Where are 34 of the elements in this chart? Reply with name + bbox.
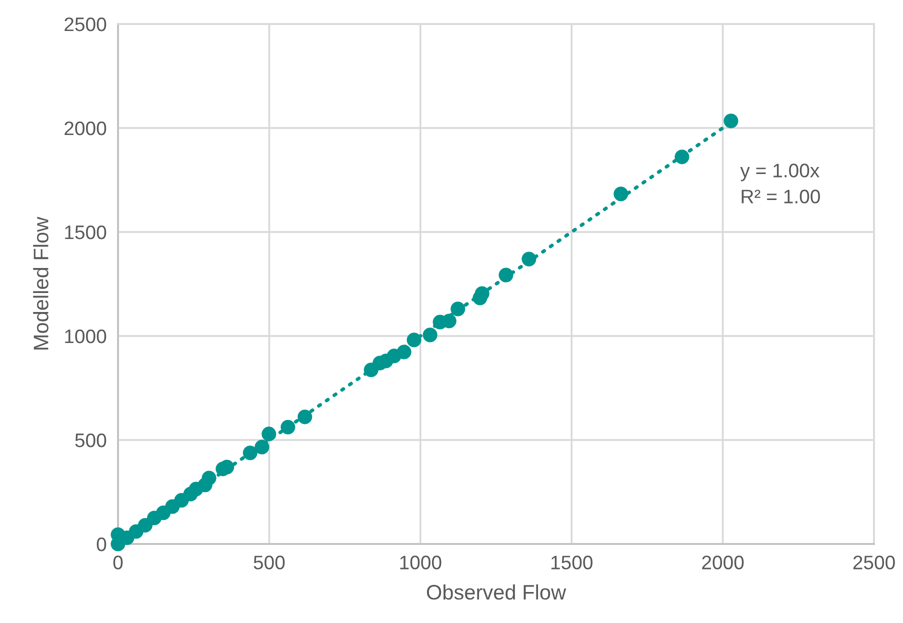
- x-tick-label: 500: [254, 556, 285, 570]
- annotation: y = 1.00x: [740, 164, 820, 182]
- point: [614, 186, 628, 202]
- point: [396, 344, 412, 360]
- x-tick-label: 2500: [853, 556, 895, 570]
- annotation: R² = 1.00: [742, 190, 820, 204]
- y-tick-label: 500: [75, 433, 106, 448]
- point: [202, 470, 216, 486]
- x-tick-label: 1000: [400, 556, 442, 570]
- point: [262, 426, 276, 442]
- point: [242, 446, 258, 460]
- y-tick-label: 2500: [64, 17, 106, 32]
- point: [254, 440, 270, 454]
- point: [724, 114, 738, 128]
- point: [674, 150, 690, 164]
- x-tick-label: 2000: [702, 556, 744, 570]
- point: [422, 328, 438, 342]
- point: [280, 420, 296, 434]
- point: [442, 314, 456, 328]
- y-tick-label: 0: [96, 537, 106, 552]
- point: [450, 302, 466, 316]
- point: [220, 460, 234, 474]
- point: [498, 268, 514, 282]
- point: [474, 286, 490, 301]
- x-axis-title: Observed Flow: [426, 584, 566, 600]
- point: [522, 252, 536, 266]
- y-axis-title: Modelled Flow: [33, 216, 48, 350]
- y-tick-label: 2000: [64, 121, 106, 136]
- point: [298, 410, 312, 424]
- x-tick-label: 1500: [551, 556, 592, 570]
- x-tick-label: 0: [113, 556, 123, 570]
- y-tick-label: 1000: [65, 329, 106, 344]
- y-tick-label: 1500: [65, 225, 106, 240]
- point: [406, 332, 422, 348]
